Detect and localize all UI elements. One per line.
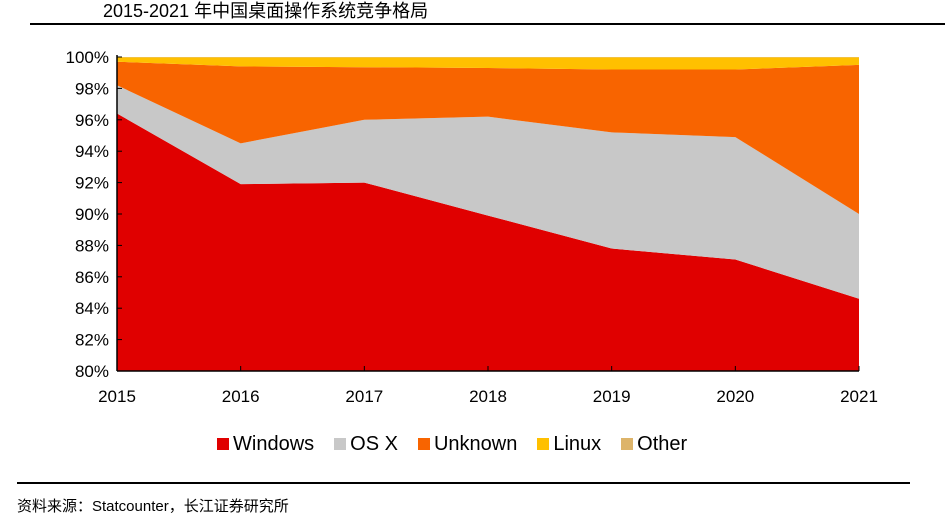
legend-swatch (537, 438, 550, 450)
x-tick-labels: 2015 2016 2017 2018 2019 2020 2021 (98, 387, 878, 406)
y-tick-label: 84% (75, 299, 109, 318)
y-tick-label: 82% (75, 331, 109, 350)
y-tick-labels: 80% 82% 84% 86% 88% 90% 92% 94% 96% 98% 100% (66, 48, 109, 381)
legend-swatch (217, 438, 229, 450)
top-divider (30, 23, 945, 25)
x-tick-label: 2021 (840, 387, 878, 406)
area-layers (117, 57, 859, 372)
legend-swatch (334, 438, 347, 450)
legend-label: Linux (553, 433, 602, 455)
y-tick-label: 100% (66, 48, 109, 67)
legend-item-windows: Windows (217, 432, 314, 456)
legend-label: Unknown (433, 433, 518, 455)
chart-title: 2015-2021 年中国桌面操作系统竞争格局 (103, 1, 429, 21)
y-tick-label: 88% (75, 236, 109, 255)
x-tick-label: 2016 (222, 387, 260, 406)
source-note: 资料来源：Statcounter，长江证券研究所 (17, 498, 289, 515)
legend-item-os-x: OS X (334, 432, 398, 456)
legend-item-unknown: Unknown (417, 432, 518, 456)
legend-label: OS X (350, 433, 398, 455)
stacked-area-chart: 80%82%84%86%88%90%92%94%96%98%100% 2015 2… (66, 48, 878, 406)
y-tick-label: 96% (75, 111, 109, 130)
legend: Windows OS X Unknown Linux Other (217, 432, 687, 456)
legend-swatch (621, 438, 634, 450)
legend-item-linux: Linux (537, 432, 601, 456)
x-tick-label: 2019 (593, 387, 631, 406)
bottom-divider (17, 482, 910, 484)
x-tick-label: 2018 (469, 387, 507, 406)
y-tick-label: 98% (75, 79, 109, 98)
area-unknown (117, 61, 859, 215)
area-linux (117, 57, 859, 70)
legend-label: Other (637, 433, 688, 455)
y-tick-label: 86% (75, 268, 109, 287)
legend-item-other: Other (621, 432, 687, 456)
y-tick-label: 94% (75, 142, 109, 161)
y-tick-label: 92% (75, 174, 109, 193)
area-windows (117, 113, 859, 372)
legend-label: Windows (233, 433, 315, 455)
y-tick-label: 90% (75, 205, 109, 224)
x-tick-label: 2020 (716, 387, 754, 406)
y-tick-label: 80% (75, 362, 109, 381)
x-tick-label: 2017 (345, 387, 383, 406)
legend-swatch (417, 438, 430, 450)
axes (116, 55, 860, 372)
area-os-x (117, 85, 859, 299)
x-tick-label: 2015 (98, 387, 136, 406)
